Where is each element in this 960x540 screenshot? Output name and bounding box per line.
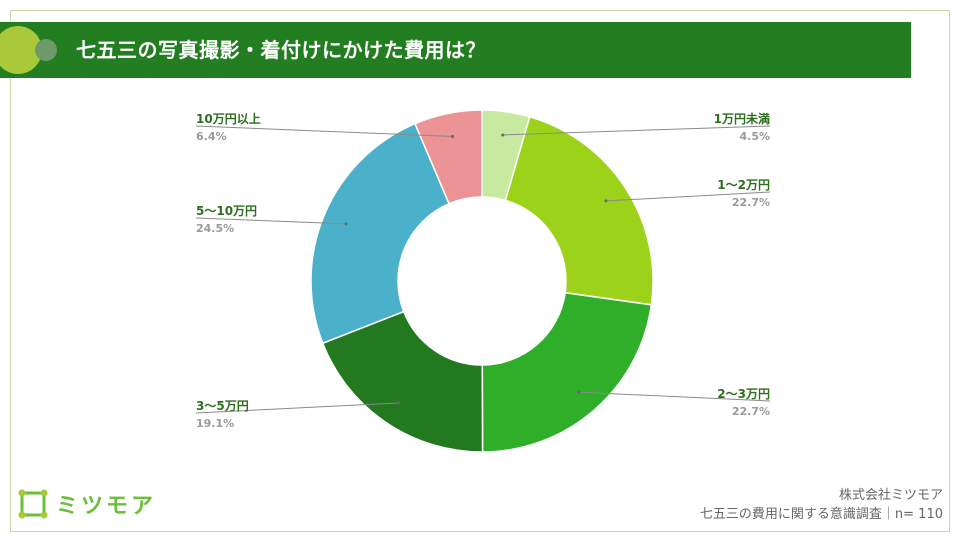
category-label: 5〜10万円	[196, 204, 257, 218]
footer-source: 七五三の費用に関する意識調査｜n= 110	[699, 507, 943, 522]
value-label: 22.7%	[732, 196, 770, 209]
callout-line	[195, 217, 347, 225]
value-label: 24.5%	[196, 222, 234, 235]
category-label: 3〜5万円	[196, 399, 249, 413]
category-label: 1万円未満	[714, 111, 770, 126]
donut-slice	[321, 310, 484, 453]
callout-line	[195, 402, 400, 414]
donut-slice	[504, 115, 654, 306]
callout-dot	[344, 222, 348, 226]
callout-dot	[397, 401, 401, 405]
callout-dot	[577, 390, 581, 394]
value-label: 19.1%	[196, 417, 234, 430]
callout-line	[605, 191, 771, 202]
callout-line	[578, 391, 771, 402]
callout-dot	[501, 133, 505, 137]
footer-company: 株式会社ミツモア	[838, 488, 943, 503]
mitsumore-logo-icon	[18, 489, 48, 519]
page-title: 七五三の写真撮影・着付けにかけた費用は？	[76, 38, 486, 62]
header-bar	[0, 22, 911, 78]
category-label: 1〜2万円	[717, 178, 770, 192]
callout-line	[502, 125, 771, 136]
category-label: 10万円以上	[196, 111, 261, 126]
donut-slice	[414, 109, 483, 205]
callout-dot	[604, 199, 608, 203]
value-label: 22.7%	[732, 405, 770, 418]
callout-dot	[451, 134, 455, 138]
logo: ミツモア	[18, 486, 156, 522]
footer: 株式会社ミツモア 七五三の費用に関する意識調査｜n= 110	[700, 486, 943, 524]
callout-line	[195, 125, 453, 137]
header-circles-overlay	[0, 22, 70, 78]
value-label: 4.5%	[739, 130, 770, 143]
donut-slice	[481, 291, 653, 453]
category-label: 2〜3万円	[717, 387, 770, 401]
logo-text: ミツモア	[56, 494, 157, 519]
donut-slice	[310, 122, 451, 345]
value-label: 6.4%	[196, 130, 227, 143]
